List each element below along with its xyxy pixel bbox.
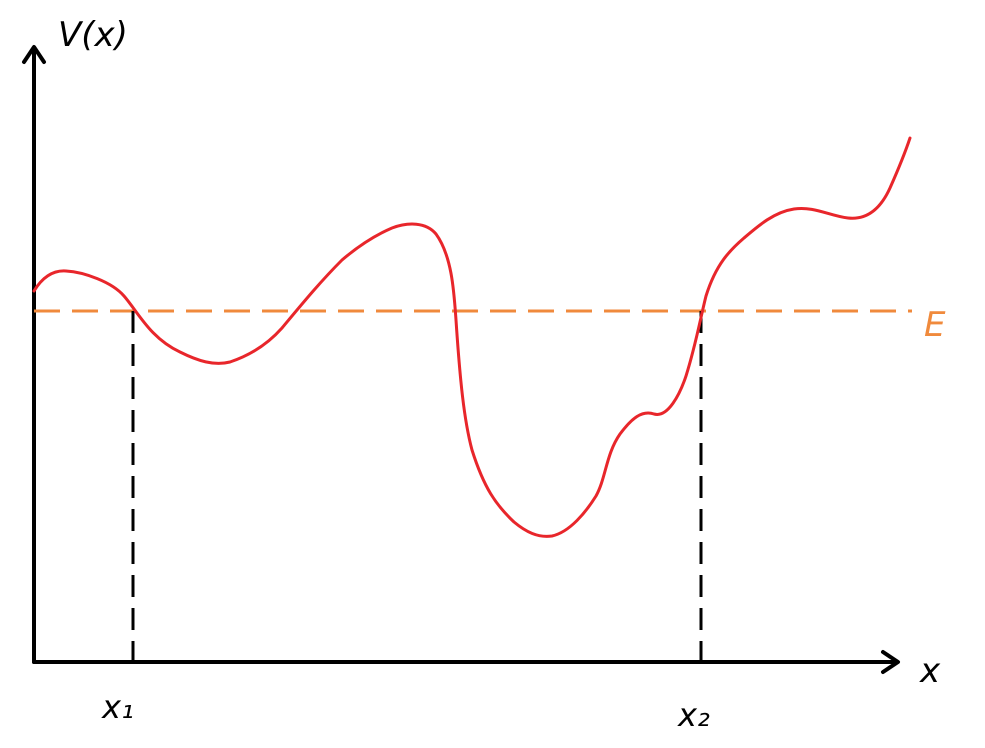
y-axis-label: V(x) (58, 15, 128, 55)
y-axis-arrowhead (22, 45, 46, 64)
energy-label: E (924, 305, 946, 345)
right-turning-point-label: x₂ (677, 696, 710, 734)
x-axis-label: x (919, 651, 941, 691)
axes (22, 45, 900, 674)
x-axis-arrowhead (881, 650, 900, 674)
potential-curve (32, 136, 912, 538)
turning-point-lines (131, 311, 703, 662)
left-turning-point-label: x₁ (101, 688, 134, 726)
